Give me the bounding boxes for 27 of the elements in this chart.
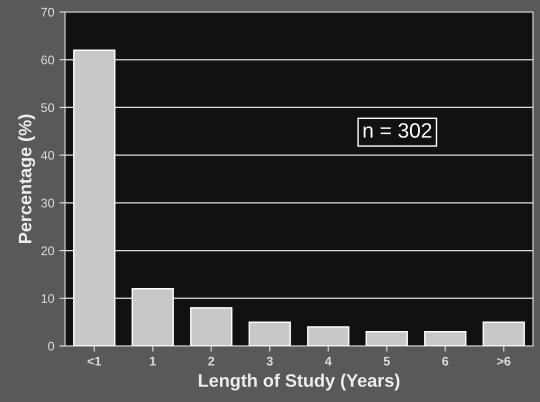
- x-tick-label: 1: [150, 356, 156, 366]
- x-tick-label: 4: [324, 356, 332, 366]
- y-tick-label: 20: [41, 246, 54, 256]
- y-axis-title: Percentage (%): [18, 114, 36, 244]
- x-tick-label: 6: [442, 356, 448, 366]
- y-tick-label: 0: [48, 342, 54, 351]
- bar: [248, 321, 291, 346]
- bar: [190, 307, 232, 346]
- annotation: n = 302: [364, 123, 432, 138]
- y-tick-label: 10: [42, 294, 54, 303]
- bar: [424, 330, 466, 346]
- bar: [482, 321, 525, 346]
- x-tick-label: 2: [208, 356, 214, 366]
- x-tick-label: <1: [88, 356, 102, 366]
- x-tick-label: 5: [384, 356, 390, 366]
- y-tick-label: 60: [41, 56, 54, 64]
- y-tick-label: 50: [41, 103, 54, 112]
- bar: [307, 326, 350, 346]
- y-tick-label: 40: [40, 150, 54, 160]
- x-tick-label: >6: [497, 356, 510, 366]
- y-tick-label: 70: [41, 8, 54, 17]
- x-tick-label: 3: [266, 356, 273, 366]
- y-tick-label: 30: [41, 198, 54, 208]
- x-axis-title: Length of Study (Years): [198, 374, 400, 391]
- bar: [73, 49, 116, 346]
- bar: [366, 330, 408, 346]
- bar: [132, 288, 174, 346]
